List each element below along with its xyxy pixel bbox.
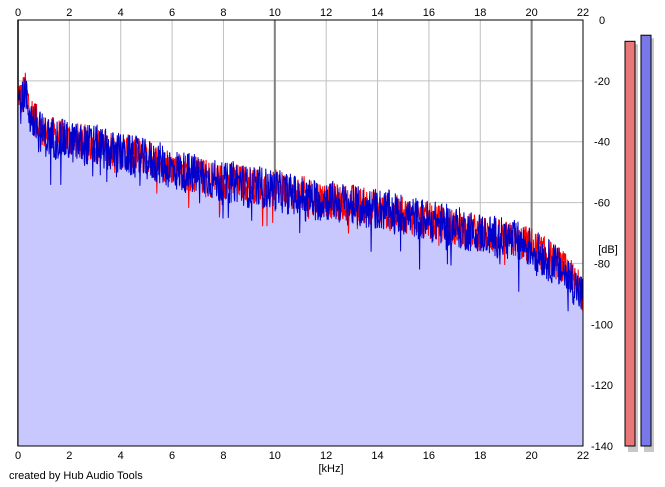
- y-tick-label: -100: [591, 319, 613, 331]
- x-tick-label-bottom: 20: [526, 450, 538, 462]
- spectrum-series-lines: [17, 72, 584, 313]
- series-line-blue: [17, 78, 584, 312]
- credit-text: created by Hub Audio Tools: [9, 470, 143, 482]
- x-tick-label-top: 20: [526, 7, 538, 19]
- x-tick-label-top: 14: [371, 7, 383, 19]
- x-tick-label-bottom: 8: [220, 450, 226, 462]
- x-tick-label-bottom: 10: [269, 450, 281, 462]
- y-axis-unit-label: [dB]: [598, 244, 618, 256]
- x-tick-label-top: 6: [169, 7, 175, 19]
- x-tick-label-top: 8: [220, 7, 226, 19]
- x-tick-label-bottom: 4: [118, 450, 124, 462]
- plot-border: [17, 19, 584, 447]
- x-tick-label-bottom: 0: [15, 450, 21, 462]
- peak-meter-left: [624, 40, 636, 447]
- x-tick-label-top: 12: [320, 7, 332, 19]
- y-tick-label: -120: [591, 380, 613, 392]
- x-tick-label-bottom: 18: [474, 450, 486, 462]
- x-tick-label-top: 4: [118, 7, 124, 19]
- y-tick-label: -140: [591, 441, 613, 453]
- axis-ticks: 002244668810101212141416161818202022220-…: [15, 7, 613, 462]
- x-tick-label-top: 16: [423, 7, 435, 19]
- y-tick-label: -80: [594, 258, 610, 270]
- x-axis-unit-label: [kHz]: [318, 463, 343, 475]
- x-tick-label-bottom: 22: [577, 450, 589, 462]
- x-tick-label-bottom: 16: [423, 450, 435, 462]
- x-tick-label-bottom: 12: [320, 450, 332, 462]
- spectrum-fill-area: [18, 72, 583, 446]
- peak-meter-right: [640, 34, 652, 447]
- y-tick-label: -20: [594, 76, 610, 88]
- x-tick-label-top: 18: [474, 7, 486, 19]
- x-tick-label-top: 2: [66, 7, 72, 19]
- x-tick-label-bottom: 14: [371, 450, 383, 462]
- x-tick-label-top: 10: [269, 7, 281, 19]
- spectrum-fill: [18, 72, 583, 446]
- x-tick-label-bottom: 2: [66, 450, 72, 462]
- y-tick-label: -60: [594, 198, 610, 210]
- x-tick-label-top: 0: [15, 7, 21, 19]
- peak-meters: [624, 34, 654, 453]
- x-tick-label-bottom: 6: [169, 450, 175, 462]
- x-tick-label-top: 22: [577, 7, 589, 19]
- y-tick-label: 0: [599, 15, 605, 27]
- y-tick-label: -40: [594, 137, 610, 149]
- plot-frame: [17, 19, 584, 447]
